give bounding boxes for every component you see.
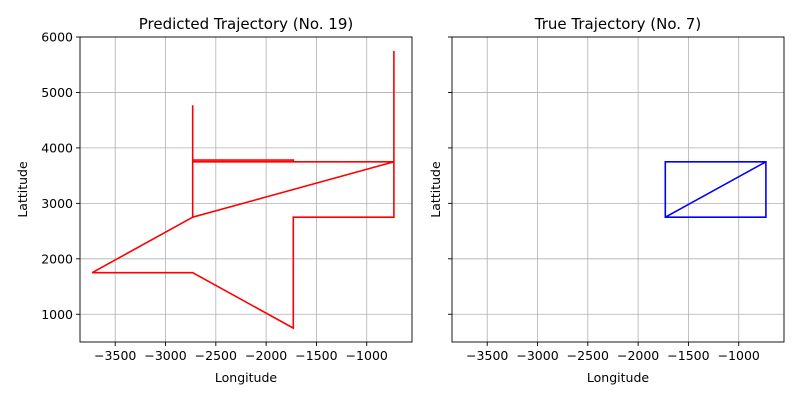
- chart-title: Predicted Trajectory (No. 19): [139, 15, 353, 33]
- true-trajectory-chart: −3500 −3000 −2500 −2000 −1500 −1000 True Traje…: [428, 15, 785, 385]
- axes-frame: [451, 36, 785, 343]
- predicted-trajectory-chart: −3500 −3000 −2500 −2000 −1500 −1000 1000 2000 30…: [15, 15, 413, 385]
- y-axis-label: Lattitude: [15, 161, 30, 218]
- x-tick-label: −1500: [295, 348, 337, 363]
- y-axis-label: Lattitude: [428, 161, 443, 218]
- x-tick-label: −2500: [567, 348, 609, 363]
- chart-title: True Trajectory (No. 7): [534, 15, 701, 33]
- x-axis-label: Longitude: [587, 370, 649, 385]
- x-tick-label: −3500: [466, 348, 508, 363]
- trajectory-line: [91, 50, 395, 330]
- x-tick-label: −1000: [718, 348, 760, 363]
- x-tick-label: −2500: [195, 348, 237, 363]
- x-axis-label: Longitude: [215, 370, 277, 385]
- x-tick-label: −3000: [516, 348, 558, 363]
- axes-frame: [79, 36, 413, 343]
- x-tick-label: −3500: [94, 348, 136, 363]
- y-tick-label: 6000: [41, 30, 73, 45]
- x-tick-label: −2000: [245, 348, 287, 363]
- x-tick-label: −2000: [617, 348, 659, 363]
- y-tick-label: 3000: [41, 196, 73, 211]
- y-tick-label: 5000: [41, 85, 73, 100]
- x-tick-label: −3000: [144, 348, 186, 363]
- x-tick-label: −1500: [667, 348, 709, 363]
- y-tick-label: 2000: [41, 251, 73, 266]
- y-tick-label: 4000: [41, 140, 73, 155]
- x-tick-label: −1000: [346, 348, 388, 363]
- trajectory-line: [664, 161, 767, 218]
- y-tick-label: 1000: [41, 307, 73, 322]
